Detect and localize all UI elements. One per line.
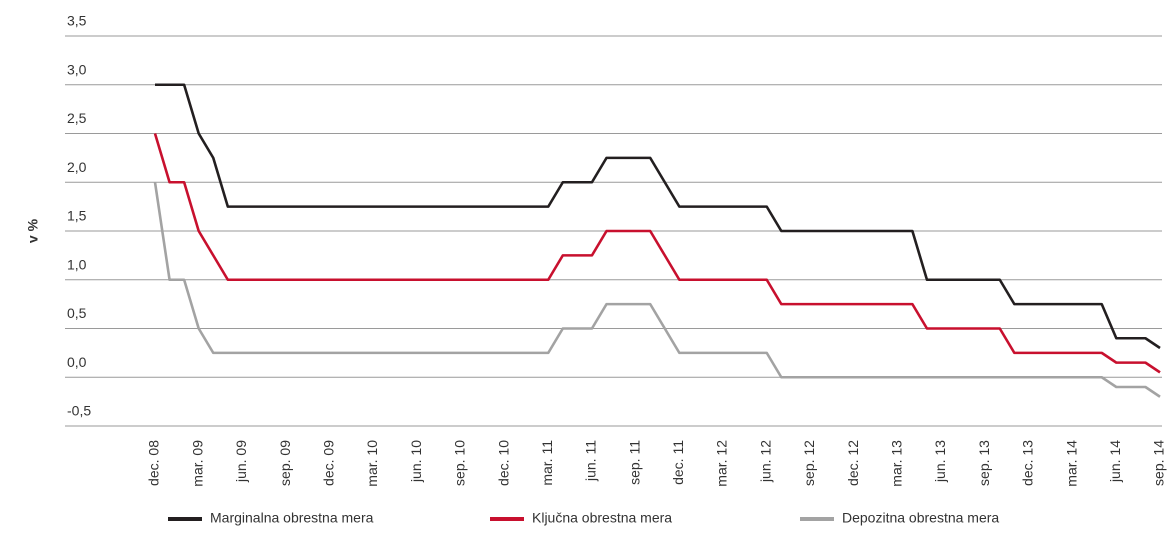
x-tick-label: sep. 11 — [626, 440, 642, 485]
series-line — [155, 83, 1161, 350]
y-tick-label: 2,5 — [67, 110, 87, 126]
x-tick-label: sep. 10 — [452, 440, 468, 486]
y-tick-label: -0,5 — [67, 403, 91, 419]
x-tick-label: mar. 10 — [364, 440, 380, 487]
x-tick-label: dec. 13 — [1020, 440, 1036, 486]
x-tick-label: jun. 14 — [1107, 440, 1123, 483]
x-tick-label: sep. 09 — [277, 440, 293, 486]
x-tick-label: jun. 13 — [932, 440, 948, 483]
x-tick-label: jun. 11 — [583, 440, 599, 482]
series-line — [153, 133, 1161, 374]
x-tick-label: jun. 10 — [408, 440, 424, 483]
x-tick-label: jun. 09 — [233, 440, 249, 483]
y-tick-label: 1,5 — [67, 208, 87, 224]
x-tick-label: sep. 12 — [801, 440, 817, 486]
legend-label: Marginalna obrestna mera — [210, 510, 374, 526]
x-tick-label: dec. 12 — [845, 440, 861, 486]
x-tick-label: mar. 14 — [1063, 440, 1079, 487]
y-tick-label: 0,5 — [67, 305, 87, 321]
legend-label: Depozitna obrestna mera — [842, 510, 999, 526]
x-tick-label: sep. 13 — [976, 440, 992, 486]
x-tick-label: dec. 09 — [320, 440, 336, 486]
x-tick-label: mar. 12 — [714, 440, 730, 487]
x-tick-label: mar. 11 — [539, 440, 555, 486]
y-tick-label: 0,0 — [67, 354, 87, 370]
x-tick-label: jun. 12 — [757, 440, 773, 483]
y-tick-label: 1,0 — [67, 256, 87, 272]
x-tick-label: mar. 13 — [889, 440, 905, 487]
x-tick-label: dec. 10 — [495, 440, 511, 486]
series-line — [153, 182, 1161, 398]
x-tick-label: dec. 11 — [670, 440, 686, 485]
y-tick-label: 3,0 — [67, 61, 87, 77]
y-tick-label: 2,0 — [67, 159, 87, 175]
x-tick-label: mar. 09 — [189, 440, 205, 487]
x-tick-label: sep. 14 — [1151, 440, 1167, 486]
y-axis-label: v % — [25, 218, 41, 243]
x-tick-label: dec. 08 — [146, 440, 162, 486]
y-tick-label: 3,5 — [67, 13, 87, 29]
legend-label: Ključna obrestna mera — [532, 510, 672, 526]
